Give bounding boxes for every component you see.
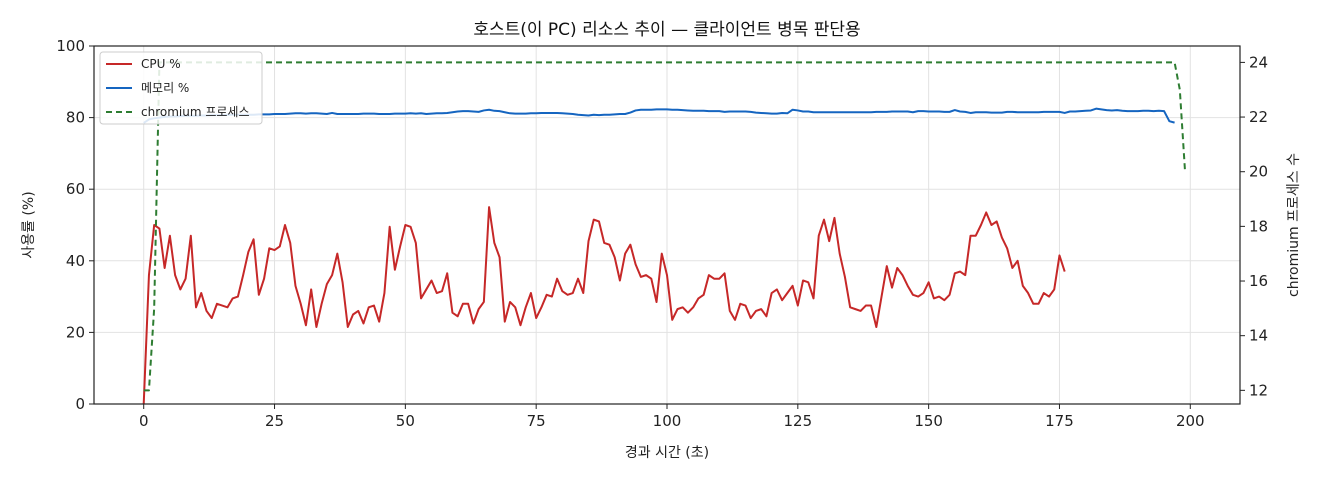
- y-tick-label: 100: [56, 37, 85, 55]
- x-tick-label: 50: [396, 412, 415, 430]
- y-axis-title: 사용률 (%): [21, 191, 37, 258]
- series-line-1: [142, 206, 1066, 405]
- y-tick-label: 80: [66, 109, 85, 127]
- grid: [94, 45, 1240, 405]
- legend-label: chromium 프로세스: [141, 105, 250, 119]
- chart-title: 호스트(이 PC) 리소스 추이 — 클라이언트 병목 판단용: [473, 20, 860, 40]
- x-axis: 0 25 50 75 100 125 150 175 200: [139, 404, 1205, 430]
- y2-tick-label: 16: [1249, 272, 1268, 290]
- y-tick-label: 40: [66, 252, 85, 270]
- y-tick-label: 60: [66, 180, 85, 198]
- x-tick-label: 25: [265, 412, 284, 430]
- x-tick-label: 125: [784, 412, 813, 430]
- y2-axis-title: chromium 프로세스 수: [1286, 153, 1302, 297]
- y2-tick-label: 14: [1249, 327, 1268, 345]
- series-layer: [142, 61, 1187, 405]
- y2-tick-label: 24: [1249, 53, 1268, 71]
- y-axis-right: 12 14 16 18 20 22 24: [1240, 53, 1268, 399]
- series-line-2: [143, 107, 1175, 124]
- y2-tick-label: 20: [1249, 163, 1268, 181]
- x-tick-label: 75: [527, 412, 546, 430]
- y-axis-left: 0 20 40 60 80 100: [56, 37, 94, 413]
- x-tick-label: 150: [914, 412, 943, 430]
- y2-tick-label: 22: [1249, 108, 1268, 126]
- y2-tick-label: 12: [1249, 381, 1268, 399]
- legend-box: [99, 51, 263, 125]
- legend: CPU % 메모리 % chromium 프로세스: [99, 51, 263, 125]
- x-axis-title: 경과 시간 (초): [625, 445, 709, 461]
- series-line-3: [143, 61, 1187, 392]
- x-tick-label: 200: [1176, 412, 1205, 430]
- legend-label: CPU %: [141, 57, 181, 71]
- x-tick-label: 175: [1045, 412, 1074, 430]
- legend-label: 메모리 %: [141, 81, 189, 95]
- x-tick-label: 100: [653, 412, 682, 430]
- y2-tick-label: 18: [1249, 217, 1268, 235]
- y-tick-label: 0: [75, 395, 85, 413]
- y-tick-label: 20: [66, 323, 85, 341]
- x-tick-label: 0: [139, 412, 149, 430]
